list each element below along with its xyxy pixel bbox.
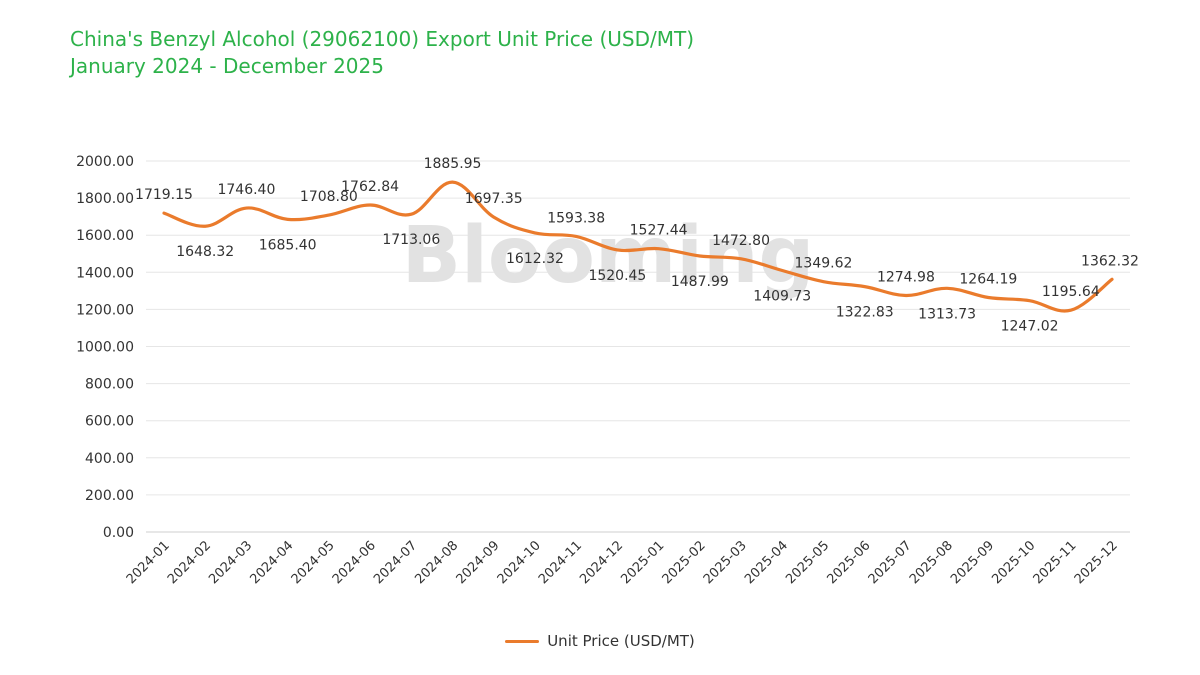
legend-label: Unit Price (USD/MT) <box>547 632 695 650</box>
y-tick-label: 2000.00 <box>76 154 134 170</box>
x-tick-label: 2024-06 <box>330 538 379 587</box>
data-label: 1313.73 <box>918 306 976 322</box>
watermark: Blooming <box>402 211 815 301</box>
data-label: 1322.83 <box>836 305 894 321</box>
x-tick-label: 2025-02 <box>660 538 709 587</box>
x-tick-label: 2025-09 <box>948 538 997 587</box>
data-label: 1612.32 <box>506 251 564 267</box>
data-label: 1708.80 <box>300 189 358 205</box>
data-label: 1719.15 <box>135 187 193 203</box>
x-tick-label: 2025-08 <box>907 538 956 587</box>
data-label: 1409.73 <box>753 288 811 304</box>
x-tick-label: 2024-04 <box>247 538 296 587</box>
x-tick-label: 2024-02 <box>165 538 214 587</box>
x-tick-label: 2025-11 <box>1031 538 1080 587</box>
y-tick-label: 1000.00 <box>76 340 134 356</box>
data-label: 1349.62 <box>795 256 853 272</box>
data-label: 1362.32 <box>1081 253 1139 269</box>
data-label: 1274.98 <box>877 269 935 285</box>
y-axis-ticks: 0.00 200.00 400.00 600.00 800.00 1000.00 1200.… <box>76 154 134 541</box>
x-tick-label: 2024-12 <box>577 538 626 587</box>
y-tick-label: 0.00 <box>103 525 134 541</box>
grid-lines <box>146 160 1130 533</box>
x-tick-label: 2024-03 <box>206 538 255 587</box>
data-label: 1487.99 <box>671 274 729 290</box>
x-tick-label: 2025-04 <box>742 538 791 587</box>
x-tick-label: 2024-10 <box>495 538 544 587</box>
x-tick-label: 2024-05 <box>289 538 338 587</box>
y-tick-label: 1800.00 <box>76 191 134 207</box>
x-tick-label: 2024-07 <box>371 538 420 587</box>
data-label: 1520.45 <box>588 268 646 284</box>
y-tick-label: 1400.00 <box>76 265 134 281</box>
x-tick-label: 2024-11 <box>536 538 585 587</box>
x-tick-label: 2024-08 <box>412 538 461 587</box>
y-tick-label: 400.00 <box>85 451 134 467</box>
data-label: 1472.80 <box>712 233 770 249</box>
data-label: 1685.40 <box>259 237 317 253</box>
x-tick-label: 2025-12 <box>1072 538 1121 587</box>
data-label: 1247.02 <box>1001 319 1059 335</box>
series-line <box>162 180 1114 313</box>
data-labels: 1719.15 1648.32 1746.40 1685.40 1708.801762.… <box>135 156 1139 335</box>
y-tick-label: 600.00 <box>85 414 134 430</box>
y-tick-label: 200.00 <box>85 488 134 504</box>
data-label: 1195.64 <box>1042 284 1100 300</box>
legend[interactable]: Unit Price (USD/MT) <box>0 632 1200 650</box>
x-tick-label: 2025-06 <box>825 538 874 587</box>
data-label: 1648.32 <box>176 244 234 260</box>
x-tick-label: 2025-01 <box>618 538 667 587</box>
chart-title-line1: China's Benzyl Alcohol (29062100) Export… <box>70 27 695 51</box>
chart-title-line2: January 2024 - December 2025 <box>70 54 384 78</box>
legend-swatch <box>505 640 540 643</box>
chart-title: China's Benzyl Alcohol (29062100) Export… <box>70 26 694 80</box>
series-line-layer <box>162 180 1114 313</box>
y-tick-label: 1200.00 <box>76 302 134 318</box>
data-label: 1264.19 <box>959 271 1017 287</box>
x-tick-label: 2024-01 <box>124 538 173 587</box>
data-label: 1697.35 <box>465 191 523 207</box>
data-label: 1762.84 <box>341 179 399 195</box>
y-tick-label: 1600.00 <box>76 228 134 244</box>
data-label: 1527.44 <box>630 223 688 239</box>
data-label: 1593.38 <box>547 210 605 226</box>
data-label: 1885.95 <box>424 156 482 172</box>
x-tick-label: 2025-05 <box>783 538 832 587</box>
x-tick-label: 2025-07 <box>866 538 915 587</box>
x-axis-ticks: 2024-012024-022024-032024-042024-052024-… <box>124 538 1121 587</box>
x-tick-label: 2025-03 <box>701 538 750 587</box>
x-tick-label: 2024-09 <box>454 538 503 587</box>
y-tick-label: 800.00 <box>85 377 134 393</box>
data-label: 1746.40 <box>217 182 275 198</box>
x-tick-label: 2025-10 <box>989 538 1038 587</box>
data-label: 1713.06 <box>382 232 440 248</box>
